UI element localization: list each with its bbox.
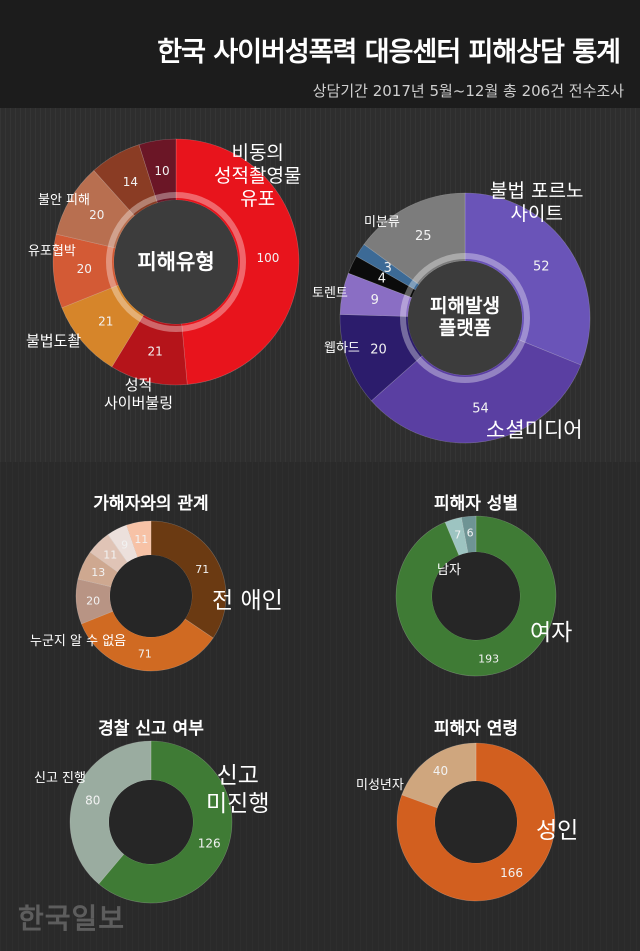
inner-ring-damage-type [106, 192, 246, 332]
value-label-relation-6: 11 [134, 533, 148, 546]
value-label-platform-6: 25 [415, 229, 432, 244]
value-label-relation-3: 13 [91, 566, 105, 579]
value-label-relation-1: 71 [138, 648, 152, 661]
hole-police [109, 780, 193, 864]
hole-damage-type [114, 200, 238, 324]
value-label-police-0: 126 [198, 836, 221, 850]
hole-age [435, 781, 517, 863]
chart-title-age: 피해자 연령 [433, 719, 519, 739]
label-unclassified: 미분류 [364, 215, 400, 230]
label-hidden-camera: 불법도촬 [26, 332, 82, 350]
value-label-relation-5: 9 [121, 538, 128, 551]
hole-gender [432, 552, 520, 640]
value-label-police-1: 80 [85, 794, 100, 808]
label-threat: 유포협박 [28, 244, 76, 259]
label-webhard: 웹하드 [324, 341, 360, 356]
header: 한국 사이버성폭력 대응센터 피해상담 통계 상담기간 2017년 5월~12월… [0, 0, 640, 108]
page-subtitle: 상담기간 2017년 5월~12월 총 206건 전수조사 [312, 82, 624, 100]
value-label-relation-0: 71 [195, 563, 209, 576]
hole-relation [110, 555, 192, 637]
center-label-platform: 피해발생 플랫폼 [430, 295, 500, 339]
label-anxiety: 불안 피해 [38, 193, 90, 208]
value-label-age-0: 166 [500, 866, 523, 880]
label-adult: 성인 [536, 818, 579, 844]
label-porn-site: 불법 포르노 사이트 [490, 180, 584, 225]
label-female: 여자 [530, 620, 573, 646]
value-label-platform-5: 3 [384, 261, 392, 276]
label-social-media: 소셜미디어 [486, 418, 583, 442]
value-label-age-1: 40 [433, 764, 448, 778]
value-label-damage-type-6: 10 [154, 164, 169, 178]
center-label-damage-type: 피해유형 [137, 249, 215, 274]
label-minor: 미성년자 [356, 778, 404, 793]
inner-ring-platform [400, 253, 530, 383]
value-label-damage-type-2: 21 [98, 314, 113, 328]
value-label-platform-0: 52 [533, 260, 550, 275]
value-label-gender-2: 6 [467, 526, 474, 539]
value-label-platform-3: 9 [371, 293, 379, 308]
value-label-damage-type-1: 21 [147, 345, 162, 359]
value-label-gender-1: 7 [454, 529, 461, 542]
value-label-relation-4: 11 [103, 549, 117, 562]
value-label-damage-type-0: 100 [256, 251, 279, 265]
slice-relation-2 [75, 578, 114, 625]
value-label-gender-0: 193 [478, 653, 499, 666]
newspaper-logo: 한국일보 [18, 902, 126, 935]
value-label-relation-2: 20 [86, 594, 100, 607]
label-not-reported: 신고 미진행 [206, 763, 270, 817]
hole-platform [408, 261, 522, 375]
label-nonconsensual: 비동의 성적촬영물 유포 [214, 142, 302, 210]
value-label-damage-type-5: 14 [123, 175, 138, 189]
value-label-platform-2: 20 [370, 342, 387, 357]
label-torrent: 토렌트 [312, 286, 348, 301]
value-label-platform-1: 54 [472, 402, 489, 417]
slice-age-1 [401, 742, 477, 809]
slice-police-0 [98, 740, 233, 904]
chart-title-police: 경찰 신고 여부 [98, 719, 204, 739]
chart-title-relation: 가해자와의 관계 [93, 494, 209, 514]
value-label-damage-type-3: 20 [77, 262, 92, 276]
label-male: 남자 [437, 563, 461, 578]
label-reported: 신고 진행 [34, 771, 86, 786]
label-ex-partner: 전 애인 [212, 588, 283, 614]
label-cyberbullying: 성적 사이버불링 [104, 376, 174, 412]
value-label-damage-type-4: 20 [89, 208, 104, 222]
chart-title-gender: 피해자 성별 [433, 494, 519, 514]
value-label-platform-4: 4 [378, 272, 386, 287]
label-unknown: 누군지 알 수 없음 [30, 634, 127, 649]
page-title: 한국 사이버성폭력 대응센터 피해상담 통계 [157, 37, 621, 68]
